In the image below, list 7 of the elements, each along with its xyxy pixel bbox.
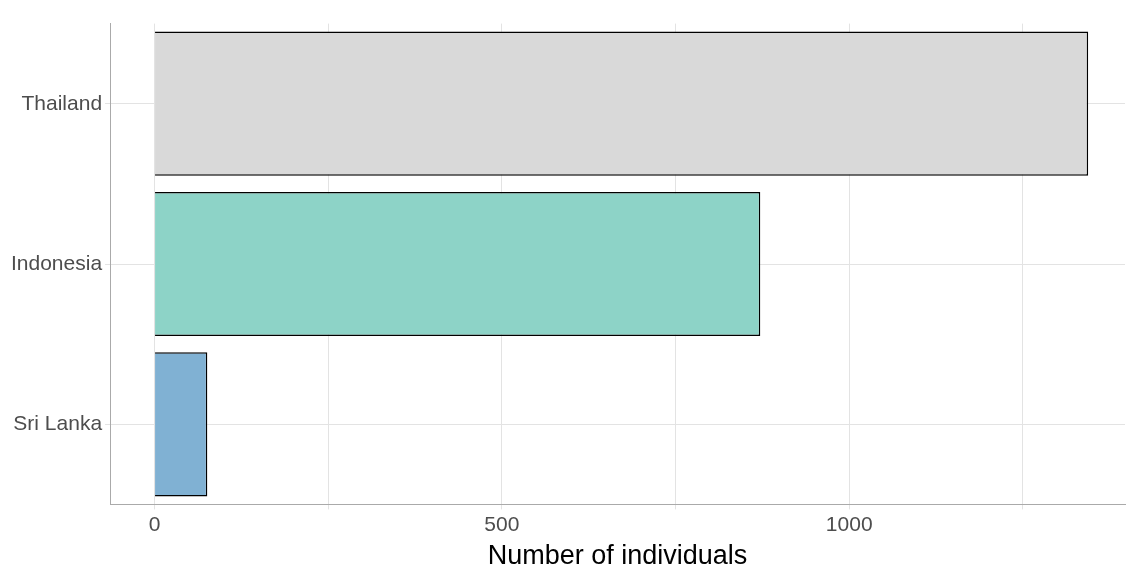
y-tick-label: Thailand xyxy=(21,90,103,114)
x-tick-label: 0 xyxy=(148,511,161,535)
x-axis-title: Number of individuals xyxy=(487,540,748,571)
y-tick-label: Indonesia xyxy=(11,250,103,274)
x-tick-label: 500 xyxy=(484,511,520,535)
x-tick-label: 1000 xyxy=(825,511,873,535)
y-tick-label: Sri Lanka xyxy=(13,411,103,435)
